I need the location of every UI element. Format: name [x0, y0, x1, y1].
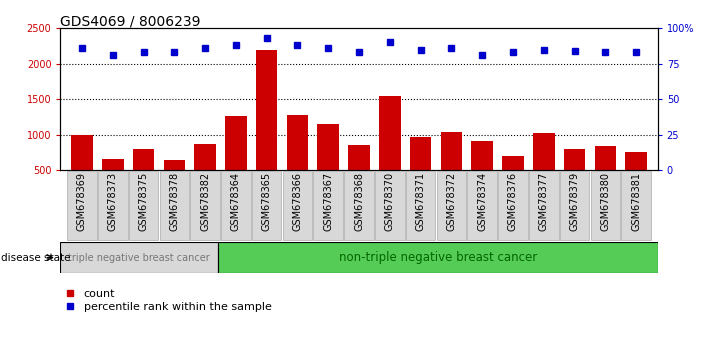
FancyBboxPatch shape	[159, 171, 189, 240]
Bar	[379, 96, 400, 205]
Bar	[256, 50, 277, 205]
Text: GSM678373: GSM678373	[108, 172, 118, 231]
Text: GSM678381: GSM678381	[631, 172, 641, 231]
Text: GSM678378: GSM678378	[169, 172, 179, 231]
Bar	[225, 116, 247, 205]
Legend: count, percentile rank within the sample: count, percentile rank within the sample	[66, 289, 272, 312]
Text: GSM678365: GSM678365	[262, 172, 272, 231]
Bar	[564, 149, 585, 205]
FancyBboxPatch shape	[68, 171, 97, 240]
Bar	[194, 144, 216, 205]
Text: GSM678372: GSM678372	[447, 172, 456, 231]
FancyBboxPatch shape	[98, 171, 127, 240]
Bar	[471, 141, 493, 205]
Text: triple negative breast cancer: triple negative breast cancer	[68, 252, 210, 263]
Text: GSM678366: GSM678366	[292, 172, 302, 231]
Text: non-triple negative breast cancer: non-triple negative breast cancer	[338, 251, 537, 264]
FancyBboxPatch shape	[129, 171, 159, 240]
Bar	[410, 137, 432, 205]
Text: GSM678369: GSM678369	[77, 172, 87, 231]
FancyBboxPatch shape	[467, 171, 497, 240]
Text: GSM678368: GSM678368	[354, 172, 364, 231]
FancyBboxPatch shape	[314, 171, 343, 240]
FancyBboxPatch shape	[437, 171, 466, 240]
Bar	[60, 242, 218, 273]
Bar	[502, 156, 524, 205]
Bar	[71, 135, 92, 205]
Bar	[533, 133, 555, 205]
FancyBboxPatch shape	[221, 171, 251, 240]
Text: GSM678364: GSM678364	[231, 172, 241, 231]
FancyBboxPatch shape	[529, 171, 559, 240]
Text: GSM678377: GSM678377	[539, 172, 549, 231]
Text: GSM678367: GSM678367	[324, 172, 333, 231]
FancyBboxPatch shape	[375, 171, 405, 240]
FancyBboxPatch shape	[191, 171, 220, 240]
Text: GSM678374: GSM678374	[477, 172, 487, 231]
Text: GSM678379: GSM678379	[570, 172, 579, 231]
Bar	[318, 124, 339, 205]
FancyBboxPatch shape	[591, 171, 620, 240]
FancyBboxPatch shape	[621, 171, 651, 240]
Bar	[287, 115, 309, 205]
Text: GDS4069 / 8006239: GDS4069 / 8006239	[60, 14, 201, 28]
Bar	[164, 160, 185, 205]
FancyBboxPatch shape	[498, 171, 528, 240]
Text: GSM678376: GSM678376	[508, 172, 518, 231]
Text: disease state: disease state	[1, 252, 70, 263]
Text: GSM678375: GSM678375	[139, 172, 149, 231]
Bar	[348, 145, 370, 205]
Text: GSM678370: GSM678370	[385, 172, 395, 231]
FancyBboxPatch shape	[406, 171, 435, 240]
Text: GSM678371: GSM678371	[416, 172, 426, 231]
FancyBboxPatch shape	[252, 171, 282, 240]
FancyBboxPatch shape	[283, 171, 312, 240]
Bar	[218, 242, 658, 273]
Text: GSM678382: GSM678382	[200, 172, 210, 231]
Text: GSM678380: GSM678380	[600, 172, 610, 231]
Bar	[102, 159, 124, 205]
FancyBboxPatch shape	[344, 171, 374, 240]
FancyBboxPatch shape	[560, 171, 589, 240]
Bar	[594, 146, 616, 205]
Bar	[626, 152, 647, 205]
Bar	[133, 149, 154, 205]
Bar	[441, 132, 462, 205]
